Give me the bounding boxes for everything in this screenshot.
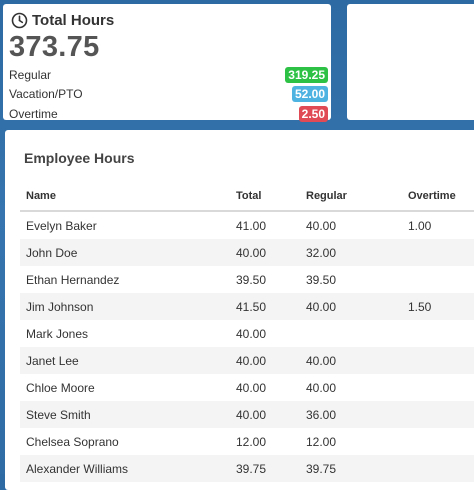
employee-hours-table: Name Total Regular Overtime Evelyn Baker… (20, 182, 474, 482)
table-row[interactable]: Evelyn Baker 41.00 40.00 1.00 (20, 212, 474, 239)
table-row[interactable]: Alexander Williams 39.75 39.75 (20, 455, 474, 482)
employee-total: 40.00 (236, 326, 267, 341)
employee-regular: 36.00 (306, 407, 337, 422)
total-hours-value: 373.75 (9, 31, 100, 63)
employee-hours-title: Employee Hours (24, 150, 135, 166)
overtime-label: Overtime (9, 106, 58, 121)
employee-name: John Doe (26, 245, 78, 260)
column-header-name[interactable]: Name (26, 190, 56, 202)
employee-regular: 32.00 (306, 245, 337, 260)
table-header: Name Total Regular Overtime (20, 182, 474, 212)
employee-total: 40.00 (236, 380, 267, 395)
employee-name: Chelsea Soprano (26, 434, 119, 449)
employee-total: 39.50 (236, 272, 267, 287)
employee-total: 41.50 (236, 299, 267, 314)
employee-name: Janet Lee (26, 353, 79, 368)
employee-regular: 39.75 (306, 461, 337, 476)
column-header-total[interactable]: Total (236, 190, 262, 202)
regular-badge: 319.25 (285, 66, 328, 83)
table-row[interactable]: Ethan Hernandez 39.50 39.50 (20, 266, 474, 293)
total-hours-title: Total Hours (32, 12, 115, 29)
employee-regular: 40.00 (306, 380, 337, 395)
employee-overtime: 1.50 (408, 299, 432, 314)
employee-regular: 12.00 (306, 434, 337, 449)
employee-total: 12.00 (236, 434, 267, 449)
employee-hours-panel: Employee Hours Name Total Regular Overti… (5, 130, 474, 490)
vacation-badge: 52.00 (291, 85, 328, 102)
employee-total: 40.00 (236, 245, 267, 260)
employee-name: Chloe Moore (26, 380, 95, 395)
table-row[interactable]: Chelsea Soprano 12.00 12.00 (20, 428, 474, 455)
vacation-label: Vacation/PTO (9, 86, 83, 101)
table-row[interactable]: Chloe Moore 40.00 40.00 (20, 374, 474, 401)
employee-name: Ethan Hernandez (26, 272, 120, 287)
vacation-row: Vacation/PTO 52.00 (9, 85, 328, 102)
employee-name: Mark Jones (26, 326, 89, 341)
table-row[interactable]: Steve Smith 40.00 36.00 (20, 401, 474, 428)
secondary-card (347, 4, 474, 120)
clock-icon (11, 12, 28, 29)
employee-name: Evelyn Baker (26, 218, 97, 233)
employee-name: Jim Johnson (26, 299, 94, 314)
overtime-row: Overtime 2.50 (9, 105, 328, 122)
employee-regular: 40.00 (306, 353, 337, 368)
column-header-regular[interactable]: Regular (306, 190, 347, 202)
employee-total: 40.00 (236, 407, 267, 422)
employee-regular: 40.00 (306, 299, 337, 314)
employee-regular: 39.50 (306, 272, 337, 287)
employee-total: 39.75 (236, 461, 267, 476)
table-row[interactable]: Janet Lee 40.00 40.00 (20, 347, 474, 374)
total-hours-card: Total Hours 373.75 Regular 319.25 Vacati… (3, 4, 331, 122)
table-row[interactable]: John Doe 40.00 32.00 (20, 239, 474, 266)
employee-name: Steve Smith (26, 407, 91, 422)
total-hours-header: Total Hours (11, 12, 114, 29)
employee-name: Alexander Williams (26, 461, 129, 476)
employee-total: 40.00 (236, 353, 267, 368)
column-header-overtime[interactable]: Overtime (408, 190, 456, 202)
table-row[interactable]: Jim Johnson 41.50 40.00 1.50 (20, 293, 474, 320)
employee-overtime: 1.00 (408, 218, 432, 233)
regular-label: Regular (9, 67, 52, 82)
employee-regular: 40.00 (306, 218, 337, 233)
overtime-badge: 2.50 (298, 105, 328, 122)
employee-total: 41.00 (236, 218, 267, 233)
table-row[interactable]: Mark Jones 40.00 (20, 320, 474, 347)
regular-row: Regular 319.25 (9, 66, 328, 83)
